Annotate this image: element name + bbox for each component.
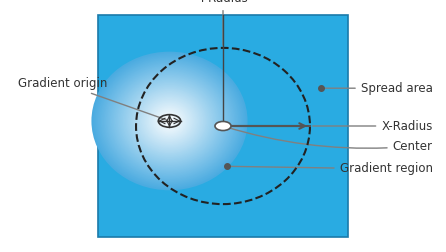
Ellipse shape (91, 52, 248, 190)
Ellipse shape (97, 56, 242, 186)
Ellipse shape (154, 107, 185, 135)
Ellipse shape (130, 86, 208, 156)
Ellipse shape (167, 119, 172, 123)
Text: X-Radius: X-Radius (313, 119, 433, 133)
Ellipse shape (106, 64, 233, 178)
Ellipse shape (144, 98, 195, 144)
Ellipse shape (155, 108, 184, 134)
Ellipse shape (161, 113, 178, 129)
Ellipse shape (125, 82, 214, 160)
Ellipse shape (121, 78, 218, 164)
Text: Gradient origin: Gradient origin (18, 77, 167, 120)
Ellipse shape (112, 70, 227, 172)
Text: Y-Radius: Y-Radius (198, 0, 248, 45)
Ellipse shape (119, 76, 220, 166)
Ellipse shape (153, 106, 186, 136)
Ellipse shape (107, 66, 232, 176)
Ellipse shape (138, 93, 201, 149)
Ellipse shape (115, 73, 224, 169)
Ellipse shape (99, 59, 240, 183)
Ellipse shape (145, 99, 194, 143)
Ellipse shape (133, 89, 206, 153)
Ellipse shape (165, 117, 173, 124)
Ellipse shape (151, 105, 188, 137)
Ellipse shape (104, 63, 235, 179)
Text: Center: Center (226, 127, 433, 153)
Ellipse shape (163, 115, 176, 127)
Ellipse shape (164, 116, 175, 125)
Ellipse shape (110, 68, 229, 174)
Ellipse shape (150, 104, 189, 138)
Ellipse shape (117, 75, 222, 167)
Text: Gradient region: Gradient region (230, 162, 433, 175)
Ellipse shape (159, 112, 180, 130)
Ellipse shape (157, 109, 182, 133)
Text: Spread area: Spread area (324, 82, 433, 95)
Ellipse shape (132, 87, 207, 154)
Ellipse shape (95, 55, 244, 187)
Ellipse shape (100, 60, 239, 182)
Ellipse shape (142, 97, 197, 145)
Ellipse shape (168, 120, 171, 122)
Ellipse shape (134, 90, 205, 152)
Ellipse shape (124, 81, 215, 161)
Ellipse shape (147, 101, 192, 141)
Ellipse shape (116, 74, 223, 168)
Ellipse shape (161, 114, 177, 128)
Ellipse shape (114, 71, 225, 171)
Ellipse shape (136, 91, 203, 151)
Ellipse shape (93, 53, 246, 189)
Circle shape (215, 121, 231, 131)
Ellipse shape (141, 96, 198, 146)
Ellipse shape (129, 85, 210, 157)
Ellipse shape (140, 94, 199, 147)
Ellipse shape (158, 111, 181, 131)
Ellipse shape (146, 100, 193, 142)
Ellipse shape (137, 92, 202, 150)
Ellipse shape (128, 84, 211, 158)
Ellipse shape (102, 61, 237, 181)
Ellipse shape (120, 77, 219, 165)
Ellipse shape (111, 69, 228, 173)
Ellipse shape (127, 83, 212, 159)
Ellipse shape (98, 57, 241, 184)
Ellipse shape (149, 103, 190, 139)
Ellipse shape (103, 62, 236, 180)
Ellipse shape (108, 67, 231, 175)
FancyBboxPatch shape (98, 15, 348, 237)
Ellipse shape (94, 54, 245, 188)
Ellipse shape (123, 79, 216, 163)
